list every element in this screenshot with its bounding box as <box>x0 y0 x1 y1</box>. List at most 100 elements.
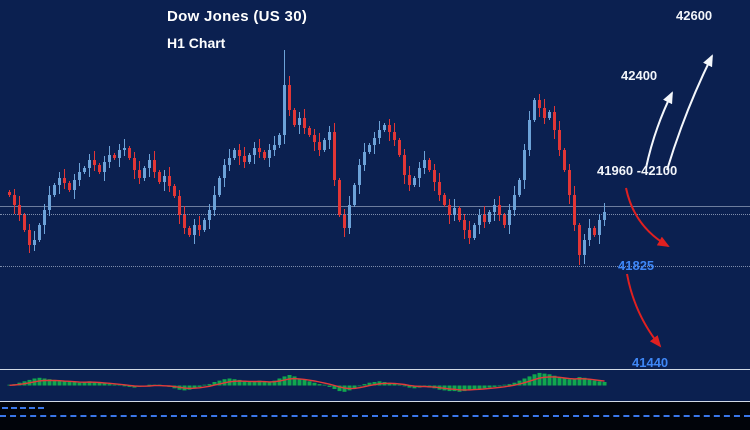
candle-body <box>148 160 151 169</box>
indicator-dashed-line <box>0 415 750 417</box>
candle-body <box>388 125 391 132</box>
candle-body <box>448 205 451 216</box>
candle-body <box>88 160 91 169</box>
candle-body <box>463 220 466 230</box>
candle-body <box>568 170 571 195</box>
candle-body <box>138 170 141 179</box>
candle-body <box>518 180 521 195</box>
candle-body <box>253 147 256 155</box>
candle-body <box>323 140 326 150</box>
candle-body <box>318 142 321 150</box>
candle-body <box>308 128 311 136</box>
candle-body <box>233 149 236 159</box>
candle-body <box>178 196 181 216</box>
macd-indicator-panel <box>0 370 750 401</box>
candle-body <box>38 225 41 240</box>
candle-body <box>398 140 401 155</box>
candle-body <box>503 215 506 226</box>
candle-body <box>483 215 486 223</box>
candle-body <box>123 147 126 150</box>
chart-symbol-title: Dow Jones (US 30) <box>167 8 308 25</box>
candle-body <box>558 130 561 150</box>
candle-body <box>163 175 166 183</box>
price-level-line <box>0 213 750 215</box>
candle-body <box>588 227 591 240</box>
candle-body <box>453 208 456 216</box>
candle-body <box>258 147 261 153</box>
candle-body <box>598 220 601 235</box>
candle-body <box>158 172 161 183</box>
candlestick-chart[interactable] <box>0 0 750 368</box>
candle-body <box>533 100 536 120</box>
candle-body <box>203 220 206 230</box>
candle-body <box>553 111 556 130</box>
candle-body <box>443 194 446 205</box>
candle-body <box>103 161 106 172</box>
candle-body <box>143 168 146 179</box>
candle-body <box>373 138 376 146</box>
candle-body <box>418 168 421 179</box>
bottom-indicator-panel <box>0 402 750 430</box>
candle-body <box>28 229 31 245</box>
candle-body <box>63 178 66 183</box>
candle-body <box>293 109 296 125</box>
candle-body <box>363 152 366 165</box>
candle-body <box>128 147 131 158</box>
candle-body <box>268 149 271 159</box>
candle-body <box>583 239 586 255</box>
candle-body <box>458 208 461 221</box>
candle-body <box>13 194 16 205</box>
candle-body <box>413 178 416 186</box>
candle-body <box>378 130 381 139</box>
candle-body <box>108 154 111 162</box>
candle-body <box>493 205 496 212</box>
candle-wick <box>124 138 125 156</box>
candle-body <box>208 210 211 221</box>
candle-body <box>98 165 101 172</box>
candle-body <box>93 160 96 165</box>
candle-body <box>83 168 86 172</box>
candle-body <box>433 170 436 182</box>
candle-body <box>338 180 341 215</box>
candle-body <box>353 185 356 205</box>
candle-body <box>58 178 61 186</box>
candle-body <box>273 145 276 150</box>
candle-body <box>213 194 216 210</box>
candle-body <box>118 149 121 159</box>
candle-body <box>223 165 226 179</box>
candle-body <box>343 215 346 228</box>
candle-body <box>423 160 426 169</box>
candle-body <box>303 118 306 129</box>
candle-body <box>403 154 406 176</box>
candle-body <box>543 107 546 118</box>
indicator-dash-left <box>2 407 44 409</box>
panel-separator <box>0 401 750 402</box>
candle-body <box>183 215 186 228</box>
candle-body <box>263 152 266 158</box>
price-level-lines <box>0 205 750 267</box>
candle-body <box>603 212 606 221</box>
candle-body <box>478 215 481 226</box>
candle-body <box>248 154 251 162</box>
candle-body <box>288 85 291 110</box>
candle-body <box>408 175 411 186</box>
candle-body <box>153 160 156 172</box>
candle-body <box>548 111 551 118</box>
price-level-line <box>0 265 750 267</box>
candle-body <box>498 205 501 216</box>
candle-body <box>528 120 531 150</box>
candle-body <box>468 229 471 238</box>
candle-body <box>513 194 516 210</box>
candle-body <box>53 185 56 195</box>
candle-body <box>113 154 116 158</box>
candle-body <box>33 239 36 245</box>
candle-body <box>218 178 221 195</box>
candle-body <box>23 215 26 230</box>
candle-body <box>368 145 371 153</box>
candle-body <box>298 118 301 125</box>
candle-body <box>438 182 441 195</box>
candle-body <box>173 186 176 197</box>
candle-body <box>473 225 476 238</box>
candle-body <box>383 125 386 130</box>
